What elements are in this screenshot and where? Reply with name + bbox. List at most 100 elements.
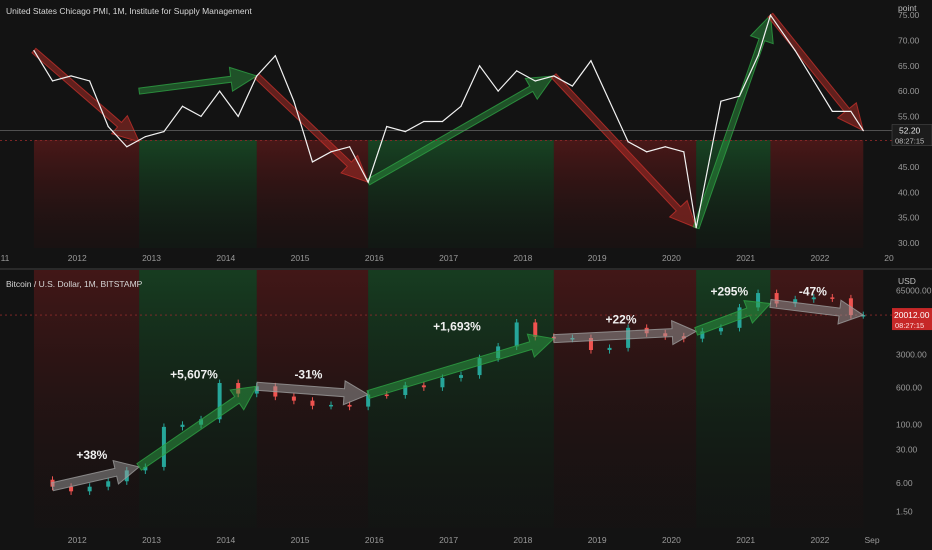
- btc-change-annotation: +295%: [710, 284, 748, 298]
- btc-candle: [180, 421, 185, 431]
- btc-time-axis[interactable]: 2012 2013 2014 2015 2016 2017 2018 2019 2020 2021…: [0, 528, 932, 550]
- btc-time-axis-svg: 2012 2013 2014 2015 2016 2017 2018 2019 2020 2021…: [0, 528, 932, 550]
- pmi-x-tick-label: 2021: [736, 253, 755, 263]
- btc-current-value-badge: [892, 308, 932, 331]
- pmi-data-point: [862, 129, 864, 132]
- btc-candle: [291, 393, 296, 405]
- pmi-current-value-badge: [891, 124, 932, 146]
- pmi-data-point: [695, 227, 697, 229]
- pmi-data-point: [813, 80, 815, 82]
- pmi-data-point: [348, 146, 351, 148]
- btc-y-tick-label: 100.00: [896, 420, 922, 430]
- pmi-chart-title: United States Chicago PMI, 1M, Institute…: [6, 6, 252, 16]
- btc-candle: [106, 477, 111, 491]
- btc-y-tick-label: 3000.00: [896, 349, 927, 359]
- pmi-time-axis[interactable]: 11 2012 2013 2014 2015 2016 2017 2018 2019 2020 20…: [0, 248, 932, 268]
- pmi-price-axis[interactable]: [892, 0, 932, 248]
- pmi-trend-arrow-5: [692, 14, 774, 230]
- pmi-x-tick-label: 2012: [68, 253, 87, 263]
- btc-trend-arrow-3: [366, 333, 555, 399]
- pmi-data-point: [646, 151, 648, 153]
- pmi-x-tick-label: 2014: [216, 253, 235, 263]
- pmi-data-point: [769, 14, 772, 16]
- btc-x-tick-label: 2012: [68, 535, 87, 545]
- btc-candle: [811, 293, 816, 303]
- pmi-data-point: [831, 110, 833, 112]
- btc-x-tick-label: Sep: [864, 535, 879, 545]
- btc-candle: [87, 483, 92, 495]
- btc-change-annotation: +1,693%: [433, 320, 481, 334]
- pmi-x-tick-label: 2020: [662, 253, 681, 263]
- pmi-y-tick-label: 45.00: [898, 162, 920, 172]
- pmi-x-tick-label: 2022: [810, 253, 829, 263]
- pmi-data-point: [404, 130, 406, 133]
- btc-chart-svg[interactable]: +38% +5,607% -31% +1,693% +22% +295% -47% USD65…: [0, 270, 932, 528]
- pmi-data-point: [571, 85, 573, 87]
- pmi-data-point: [386, 125, 388, 128]
- pmi-data-point: [683, 151, 685, 153]
- btc-x-tick-label: 2018: [513, 535, 532, 545]
- pmi-y-tick-label: 75.00: [898, 10, 920, 20]
- pmi-data-point: [627, 141, 629, 143]
- pmi-x-tick-label: 2013: [142, 253, 161, 263]
- btc-x-tick-label: 2019: [588, 535, 607, 545]
- btc-candle: [830, 293, 835, 302]
- pmi-data-point: [330, 151, 332, 153]
- pmi-phase-up-3: [368, 140, 554, 248]
- pmi-phase-down-2: [256, 140, 369, 248]
- pmi-x-tick-label: 20: [884, 253, 894, 263]
- btc-phase-down-0: [33, 270, 140, 528]
- btc-x-tick-label: 2014: [216, 535, 235, 545]
- pmi-data-point: [664, 146, 666, 148]
- btc-candle: [329, 401, 334, 410]
- pmi-data-point: [163, 130, 165, 133]
- btc-change-annotation: +22%: [605, 312, 636, 326]
- pmi-data-point: [237, 115, 239, 118]
- pmi-data-point: [534, 80, 536, 82]
- pmi-data-point: [738, 95, 741, 97]
- btc-phase-down-4: [553, 270, 697, 528]
- btc-time-axis-bg: [0, 528, 932, 550]
- pmi-data-point: [441, 120, 444, 123]
- pmi-y-tick-label: 30.00: [898, 238, 920, 248]
- btc-x-tick-label: 2013: [142, 535, 161, 545]
- pmi-y-tick-label: 55.00: [898, 111, 920, 121]
- btc-y-tick-label: 30.00: [896, 445, 918, 455]
- pmi-chart-svg[interactable]: point75.0070.0065.0060.0055.0050.0045.00…: [0, 0, 932, 248]
- btc-x-tick-label: 2022: [810, 535, 829, 545]
- pmi-x-tick-label: 2015: [291, 253, 310, 263]
- btc-candle: [458, 371, 463, 382]
- btc-trend-arrow-1: [136, 385, 258, 471]
- btc-x-tick-label: 2015: [291, 535, 310, 545]
- pmi-data-point: [850, 110, 852, 112]
- pmi-x-tick-label: 2017: [439, 253, 458, 263]
- btc-change-annotation: +5,607%: [170, 367, 218, 381]
- btc-chart-panel[interactable]: +38% +5,607% -31% +1,693% +22% +295% -47% USD 65…: [0, 270, 932, 528]
- pmi-chart-panel[interactable]: point75.0070.0065.0060.0055.0050.0045.00…: [0, 0, 932, 248]
- pmi-trend-arrow-6: [767, 12, 865, 132]
- btc-trend-arrow-6: [769, 298, 865, 325]
- btc-y-tick-label: 600.00: [896, 383, 922, 393]
- pmi-phase-down-4: [553, 140, 697, 248]
- pmi-data-point: [144, 136, 146, 138]
- pmi-data-point: [51, 80, 54, 82]
- pmi-data-point: [460, 105, 462, 107]
- pmi-phase-up-5: [696, 140, 771, 248]
- pmi-data-point: [516, 70, 518, 72]
- pmi-x-tick-label: 2018: [513, 253, 532, 263]
- pmi-unit-label: point: [898, 3, 917, 13]
- pmi-data-point: [367, 181, 369, 183]
- pmi-data-point: [590, 60, 592, 62]
- pmi-data-point: [794, 50, 796, 52]
- pmi-data-point: [33, 50, 35, 52]
- btc-change-annotation: -31%: [294, 367, 322, 381]
- pane-separator[interactable]: [0, 268, 932, 270]
- btc-trend-arrow-0: [51, 459, 141, 492]
- pmi-data-point: [423, 120, 425, 123]
- pmi-data-point: [274, 55, 276, 57]
- pmi-data-point: [256, 75, 258, 77]
- pmi-trend-arrow-2: [253, 73, 370, 184]
- btc-candle: [347, 401, 352, 411]
- pmi-trend-arrow-4: [550, 73, 697, 229]
